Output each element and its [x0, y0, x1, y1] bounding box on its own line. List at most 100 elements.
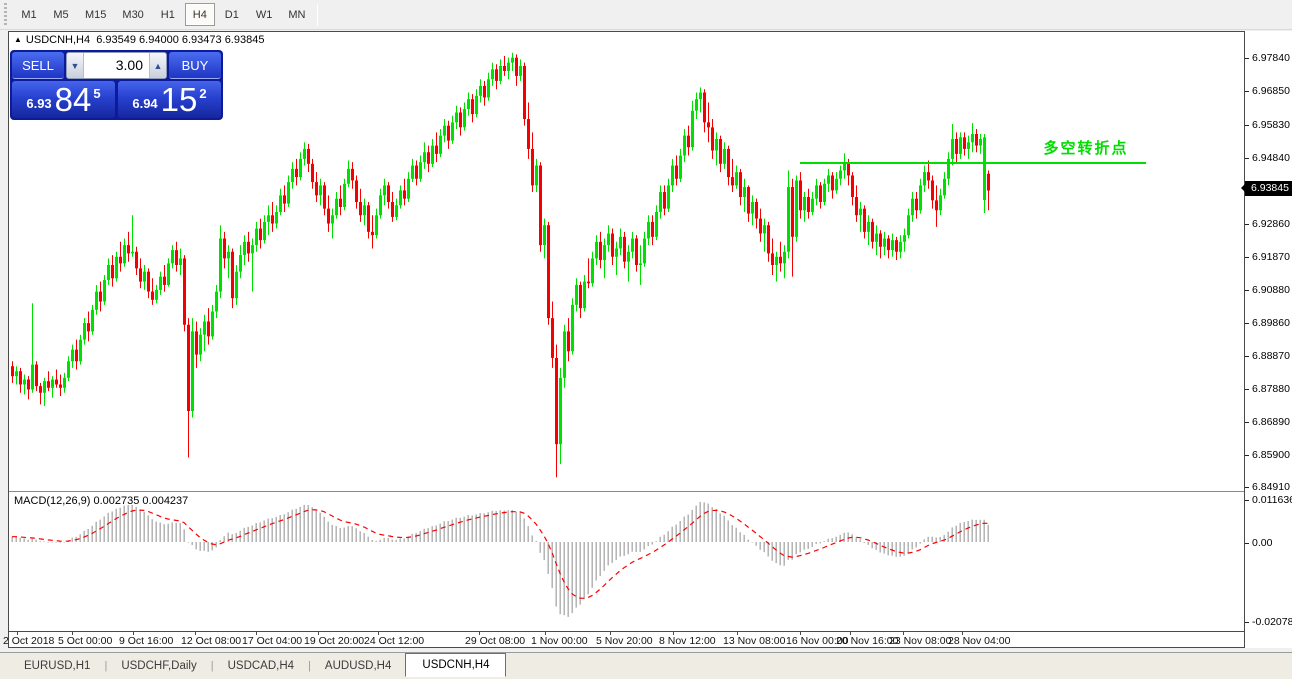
timeframe-button-m15[interactable]: M15 — [85, 8, 107, 21]
volume-stepper: ▼ 3.00 ▲ — [66, 52, 167, 79]
time-tick-mark — [17, 631, 18, 635]
price-tick-label: 6.92860 — [1252, 218, 1290, 230]
price-tick-mark — [1245, 323, 1249, 324]
toolbar-grip-handle[interactable] — [2, 2, 9, 27]
price-tick-mark — [1245, 622, 1249, 623]
buy-quote-panel[interactable]: 6.94 15 2 — [118, 81, 221, 118]
time-axis-label: 23 Nov 08:00 — [889, 635, 952, 647]
macd-indicator-label: MACD(12,26,9) 0.002735 0.004237 — [14, 495, 189, 507]
price-scale[interactable]: 6.93845 6.97840 6.96850 6.95830 6.94840 6.92… — [1241, 31, 1292, 648]
timeframe-button-w1[interactable]: W1 — [255, 8, 273, 21]
time-axis-label: 8 Nov 12:00 — [659, 635, 716, 647]
chart-tab-eurusd[interactable]: EURUSD,H1 — [24, 660, 91, 672]
price-tick-mark — [1245, 224, 1249, 225]
timeframe-buttons: M1 M5 M15 M30 H1 H4 D1 W1 MN — [13, 3, 313, 26]
chart-tab-bar: EURUSD,H1 | USDCHF,Daily | USDCAD,H4 | AUDUSD,… — [0, 652, 1292, 679]
volume-increase-icon[interactable]: ▲ — [149, 53, 166, 78]
timeframe-button-h1[interactable]: H1 — [160, 8, 175, 21]
timeframe-button-d1[interactable]: D1 — [224, 8, 239, 21]
chart-tab-usdchf[interactable]: USDCHF,Daily — [121, 660, 197, 672]
time-tick-mark — [545, 631, 546, 635]
price-tick-label: 6.87880 — [1252, 383, 1290, 395]
time-tick-mark — [72, 631, 73, 635]
sell-button[interactable]: SELL — [12, 52, 64, 79]
buy-price-prefix: 6.94 — [132, 96, 158, 111]
chart-symbol-label: USDCNH,H4 — [25, 34, 91, 46]
price-tick-mark — [1245, 257, 1249, 258]
time-tick-mark — [479, 631, 480, 635]
sell-price-prefix: 6.93 — [26, 96, 52, 111]
price-tick-mark — [1245, 158, 1249, 159]
collapse-triangle-icon[interactable]: ▲ — [14, 35, 22, 44]
time-tick-mark — [903, 631, 904, 635]
price-tick-mark — [1245, 389, 1249, 390]
time-axis-label: 20 Nov 16:00 — [836, 635, 899, 647]
timeframe-button-m30[interactable]: M30 — [122, 8, 144, 21]
price-tick-label: 6.86890 — [1252, 416, 1290, 428]
price-tick-label: 0.00 — [1252, 537, 1273, 549]
time-axis-label: 13 Nov 08:00 — [723, 635, 786, 647]
chart-tab-usdcad[interactable]: USDCAD,H4 — [227, 660, 295, 672]
price-tick-mark — [1245, 290, 1249, 291]
price-tick-label: -0.020788 — [1252, 616, 1292, 628]
time-axis-label: 16 Nov 00:00 — [786, 635, 849, 647]
price-tick-mark — [1245, 487, 1249, 488]
pane-separator[interactable] — [9, 491, 1244, 492]
price-tick-mark — [1245, 455, 1249, 456]
sell-quote-panel[interactable]: 6.93 84 5 — [12, 81, 115, 118]
time-axis-label: 5 Nov 20:00 — [596, 635, 653, 647]
tab-separator: | — [104, 660, 108, 672]
time-axis-line — [9, 631, 1244, 632]
sell-price-point: 5 — [93, 86, 101, 101]
buy-price-point: 2 — [199, 86, 207, 101]
price-tick-mark — [1245, 91, 1249, 92]
time-tick-mark — [133, 631, 134, 635]
chart-ohlc-values: 6.93549 6.94000 6.93473 6.93845 — [96, 34, 265, 46]
price-tick-mark — [1245, 125, 1249, 126]
trade-widget-top-row: SELL ▼ 3.00 ▲ BUY — [12, 52, 221, 79]
price-tick-label: 6.88870 — [1252, 350, 1290, 362]
time-tick-mark — [850, 631, 851, 635]
trade-widget-quote-row: 6.93 84 5 6.94 15 2 — [12, 81, 221, 118]
buy-price-pips: 15 — [160, 81, 198, 118]
time-tick-mark — [318, 631, 319, 635]
time-tick-mark — [256, 631, 257, 635]
time-axis-label: 9 Oct 16:00 — [119, 635, 174, 647]
chart-tab-audusd[interactable]: AUDUSD,H4 — [324, 660, 392, 672]
volume-decrease-icon[interactable]: ▼ — [67, 53, 84, 78]
time-axis-label: 5 Oct 00:00 — [58, 635, 113, 647]
chart-tab-usdcnh[interactable]: USDCNH,H4 — [405, 653, 507, 677]
price-tick-label: 6.91870 — [1252, 251, 1290, 263]
time-tick-mark — [378, 631, 379, 635]
time-axis-label: 1 Nov 00:00 — [531, 635, 588, 647]
time-axis-label: 29 Oct 08:00 — [465, 635, 526, 647]
time-tick-mark — [610, 631, 611, 635]
price-tick-label: 6.89860 — [1252, 317, 1290, 329]
price-tick-label: 6.90880 — [1252, 284, 1290, 296]
sell-price-pips: 84 — [54, 81, 92, 118]
time-axis-label: 2 Oct 2018 — [3, 635, 55, 647]
timeframe-button-mn[interactable]: MN — [288, 8, 306, 21]
chart-title: ▲ USDCNH,H4 6.93549 6.94000 6.93473 6.938… — [14, 34, 264, 46]
time-tick-mark — [962, 631, 963, 635]
price-tick-label: 0.011636 — [1252, 494, 1292, 506]
price-tick-label: 6.84910 — [1252, 481, 1290, 493]
buy-button[interactable]: BUY — [169, 52, 221, 79]
price-tick-mark — [1245, 422, 1249, 423]
time-axis-label: 12 Oct 08:00 — [181, 635, 242, 647]
timeframe-button-m1[interactable]: M1 — [21, 8, 37, 21]
timeframe-toolbar: M1 M5 M15 M30 H1 H4 D1 W1 MN — [0, 0, 1292, 30]
price-tick-label: 6.95830 — [1252, 119, 1290, 131]
time-tick-mark — [737, 631, 738, 635]
chart-area[interactable]: 2 Oct 2018 5 Oct 00:00 9 Oct 16:00 12 Oct 0… — [3, 31, 1244, 648]
timeframe-button-m5[interactable]: M5 — [53, 8, 69, 21]
time-tick-mark — [673, 631, 674, 635]
current-price-badge: 6.93845 — [1241, 181, 1292, 196]
price-tick-mark — [1245, 500, 1249, 501]
time-axis-label: 28 Nov 04:00 — [948, 635, 1011, 647]
time-tick-mark — [195, 631, 196, 635]
timeframe-button-h4[interactable]: H4 — [184, 3, 215, 26]
price-tick-mark — [1245, 356, 1249, 357]
tab-separator: | — [210, 660, 214, 672]
volume-input[interactable]: 3.00 — [115, 57, 143, 73]
